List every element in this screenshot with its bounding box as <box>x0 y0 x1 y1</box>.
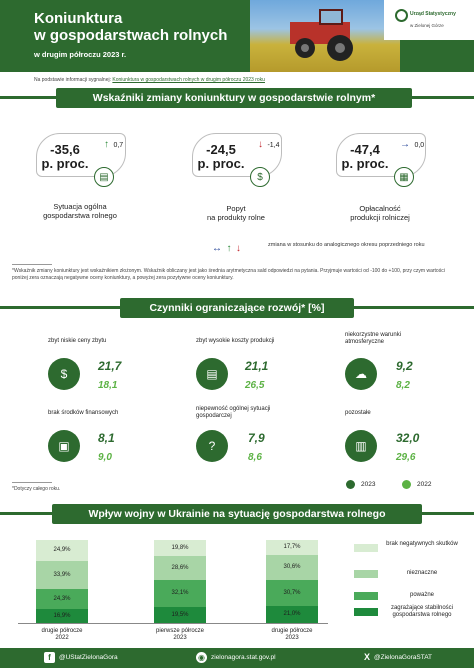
arrow-right-icon: → <box>400 139 410 150</box>
x-logo-icon: X <box>364 652 371 662</box>
indicators-footnote: *Wskaźnik zmiany koniunktury jest wskaźn… <box>12 268 445 281</box>
footnote-divider <box>12 264 52 265</box>
constraint-label: zbyt wysokie koszty produkcji <box>196 338 275 344</box>
empty-wallet-icon: ▣ <box>48 430 80 462</box>
stacked-bar: 21,0% 30,7% 30,6% 17,7% <box>266 540 318 623</box>
indicators-section-title: Wskaźniki zmiany koniunktury w gospodars… <box>56 88 412 108</box>
bar-segment: 17,7% <box>266 540 318 555</box>
indicator-value: -24,5 p. proc. <box>197 142 245 171</box>
legend-label: zagrażające stabilności gospodarstwa rol… <box>390 605 454 618</box>
x-tick-label: drugie półrocze 2023 <box>271 628 313 641</box>
bar-segment: 21,0% <box>266 605 318 623</box>
presentation-chart-icon: ▤ <box>94 167 114 187</box>
indicator-value: -47,4 p. proc. <box>341 142 389 171</box>
bar-segment: 19,5% <box>154 606 206 623</box>
value-2022: 29,6 <box>396 452 416 463</box>
value-2022: 9,0 <box>98 452 112 463</box>
change-indicator: ↑ 0,7 <box>104 139 124 150</box>
others-chart-icon: ▥ <box>345 430 377 462</box>
change-indicator: ↓ -1,4 <box>258 139 280 150</box>
legend-dot-2023 <box>346 480 355 489</box>
globe-icon: ◉ <box>196 652 207 663</box>
war-section-title: Wpływ wojny w Ukrainie na sytuację gospo… <box>52 504 422 524</box>
constraint-label: niepewność ogólnej sytuacji gospodarczej <box>196 406 271 419</box>
value-2022: 8,2 <box>396 380 410 391</box>
legend-label: nieznaczne <box>406 570 438 576</box>
bar-segment: 33,9% <box>36 560 88 589</box>
bar-segment: 30,6% <box>266 554 318 581</box>
bar-segment: 32,1% <box>154 580 206 607</box>
value-2022: 18,1 <box>98 380 118 391</box>
website-link[interactable]: ◉ zielonagora.stat.gov.pl <box>196 652 276 663</box>
legend-swatch <box>354 592 378 600</box>
value-2022: 26,5 <box>245 380 265 391</box>
constraint-label: zbyt niskie ceny zbytu <box>48 338 107 344</box>
constraint-label: niekorzystne warunki atmosferyczne <box>345 332 402 345</box>
bar-segment: 24,9% <box>36 540 88 561</box>
page-title: Koniunktura w gospodarstwach rolnych <box>34 10 228 44</box>
arrow-up-icon: ↑ <box>226 243 232 254</box>
value-2023: 7,9 <box>248 431 265 445</box>
page-subtitle: w drugim półroczu 2023 r. <box>34 50 127 59</box>
x-tick-label: drugie półrocze 2022 <box>41 628 83 641</box>
value-2023: 8,1 <box>98 431 115 445</box>
legend-dot-2022 <box>402 480 411 489</box>
legend-swatch <box>354 608 378 616</box>
change-legend-arrows: ↔ ↑ ↓ <box>212 238 241 256</box>
footer-bar <box>0 648 474 668</box>
facebook-link[interactable]: f @UStatZielonaGora <box>44 652 118 663</box>
uncertainty-icon: ? <box>196 430 228 462</box>
arrow-down-icon: ↓ <box>258 139 263 150</box>
x-link[interactable]: X @ZielonaGoraSTAT <box>364 652 433 662</box>
constraint-label: brak środków finansowych <box>48 410 119 416</box>
bar-segment: 28,6% <box>154 556 206 581</box>
bar-segment: 19,8% <box>154 540 206 557</box>
farm-tractor-photo <box>250 0 400 72</box>
war-stacked-chart: 16,9% 24,3% 33,9% 24,9% 19,5% 32,1% 28,6% 19,8%… <box>18 540 328 624</box>
arrow-right-icon: ↔ <box>212 243 222 254</box>
weather-icon: ☁ <box>345 358 377 390</box>
bar-segment: 16,9% <box>36 608 88 623</box>
source-link[interactable]: Koniunktura w gospodarstwach rolnych w d… <box>112 77 265 83</box>
x-axis <box>18 623 328 624</box>
constraints-section-title: Czynniki ograniczające rozwój* [%] <box>120 298 354 318</box>
costs-chart-icon: ▤ <box>196 358 228 390</box>
legend-swatch <box>354 544 378 552</box>
value-2023: 21,1 <box>245 359 269 373</box>
legend-label: poważne <box>409 592 435 598</box>
bar-segment: 30,7% <box>266 580 318 606</box>
source-note: Na podstawie informacji sygnalnej: Koniu… <box>34 77 265 83</box>
value-2023: 32,0 <box>396 431 420 445</box>
office-logo-icon <box>395 9 408 22</box>
indicator-label: Popyt na produkty rolne <box>207 204 265 222</box>
change-legend-text: zmiana w stosunku do analogicznego okres… <box>268 242 425 248</box>
indicator-value: -35,6 p. proc. <box>41 142 89 171</box>
arrow-up-icon: ↑ <box>104 139 109 150</box>
facebook-icon: f <box>44 652 55 663</box>
logo-name: Urząd Statystyczny <box>410 11 456 17</box>
indicator-label: Sytuacja ogólna gospodarstwa rolnego <box>43 202 117 220</box>
value-2023: 21,7 <box>98 359 122 373</box>
constraints-footnote: *Dotyczy całego roku. <box>12 486 61 492</box>
bar-segment: 24,3% <box>36 588 88 609</box>
legend-swatch <box>354 570 378 578</box>
legend-2022: 2022 <box>402 480 431 489</box>
legend-2023: 2023 <box>346 480 375 489</box>
constraint-label: pozostałe <box>345 410 371 416</box>
value-2023: 9,2 <box>396 359 413 373</box>
value-2022: 8,6 <box>248 452 262 463</box>
stacked-bar: 16,9% 24,3% 33,9% 24,9% <box>36 540 88 623</box>
calculator-coins-icon: ▦ <box>394 167 414 187</box>
logo-city: w Zielonej Górze <box>410 23 444 28</box>
money-hand-icon: $ <box>250 167 270 187</box>
arrow-down-icon: ↓ <box>235 243 241 254</box>
x-tick-label: pierwsze półrocze 2023 <box>155 628 205 641</box>
legend-label: brak negatywnych skutków <box>386 541 458 547</box>
footnote-divider <box>12 482 52 483</box>
indicator-label: Opłacalność produkcji rolniczej <box>350 204 410 222</box>
stacked-bar: 19,5% 32,1% 28,6% 19,8% <box>154 540 206 623</box>
change-indicator: → 0,0 <box>400 139 425 150</box>
money-bag-icon: $ <box>48 358 80 390</box>
